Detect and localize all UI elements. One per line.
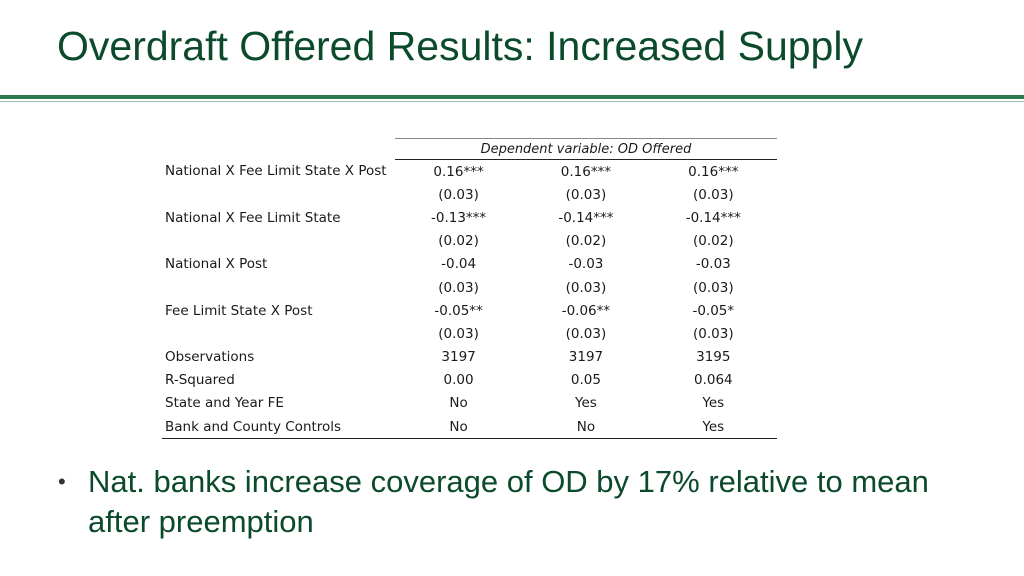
slide-title: Overdraft Offered Results: Increased Sup… bbox=[57, 23, 863, 69]
table-cell-col1: (0.02) bbox=[438, 233, 479, 250]
table-cell-col3: Yes bbox=[702, 395, 725, 412]
table-cell-col2: 3197 bbox=[568, 349, 604, 366]
header-blank-cell bbox=[162, 139, 395, 160]
bullet-marker: • bbox=[58, 469, 66, 494]
table-cell-col1: 0.00 bbox=[443, 372, 474, 389]
regression-table-body: Dependent variable: OD Offered National … bbox=[162, 138, 777, 440]
table-row: (0.02) (0.02) (0.02) bbox=[162, 230, 777, 253]
row-label: R-Squared bbox=[165, 372, 235, 389]
table-row: Bank and County Controls No No Yes bbox=[162, 415, 777, 440]
table-cell-col2: 0.16*** bbox=[560, 163, 612, 180]
table-cell-col1: 0.16*** bbox=[433, 163, 484, 180]
table-cell-col3: Yes bbox=[649, 415, 777, 440]
table-cell-col3: (0.02) bbox=[693, 233, 734, 250]
row-label: National X Post bbox=[165, 256, 268, 273]
table-row: National X Fee Limit State X Post 0.16***… bbox=[162, 160, 777, 184]
table-cell-col2: -0.14*** bbox=[558, 209, 614, 226]
table-cell-col1: -0.05** bbox=[434, 302, 483, 319]
table-cell-col1: No bbox=[394, 415, 523, 440]
table-cell-col3: (0.03) bbox=[693, 325, 734, 342]
table-cell-col1: (0.03) bbox=[438, 186, 479, 203]
table-row: National X Fee Limit State -0.13*** -0.14*… bbox=[162, 206, 777, 229]
table-cell-col3: (0.03) bbox=[693, 279, 734, 296]
row-label bbox=[162, 230, 395, 253]
table-row: State and Year FE No Yes Yes bbox=[162, 392, 777, 415]
row-label bbox=[162, 276, 395, 299]
dependent-variable-row: Dependent variable: OD Offered bbox=[162, 138, 777, 160]
table-cell-col2: (0.03) bbox=[565, 279, 607, 296]
table-row: R-Squared 0.00 0.05 0.064 bbox=[162, 369, 777, 392]
table-row: Observations 3197 3197 3195 bbox=[162, 346, 777, 369]
table-cell-col1: -0.04 bbox=[441, 256, 477, 273]
table-cell-col3: -0.03 bbox=[695, 256, 731, 273]
table-row: (0.03) (0.03) (0.03) bbox=[162, 183, 777, 206]
table-cell-col2: 0.05 bbox=[570, 372, 601, 389]
table-cell-col3: 0.16*** bbox=[688, 163, 739, 180]
table-cell-col3: 0.064 bbox=[693, 372, 733, 389]
table-cell-col2: No bbox=[522, 415, 650, 440]
table-row: (0.03) (0.03) (0.03) bbox=[162, 276, 777, 299]
regression-table-container: Dependent variable: OD Offered National … bbox=[162, 138, 777, 440]
row-label: Fee Limit State X Post bbox=[165, 302, 313, 319]
row-label: National X Fee Limit State bbox=[165, 209, 341, 226]
table-cell-col3: 3195 bbox=[696, 349, 731, 366]
table-cell-col3: (0.03) bbox=[693, 186, 734, 203]
title-divider bbox=[0, 95, 1024, 99]
table-cell-col2: -0.03 bbox=[568, 256, 604, 273]
table-row: (0.03) (0.03) (0.03) bbox=[162, 322, 777, 345]
table-cell-col1: (0.03) bbox=[438, 325, 479, 342]
table-cell-col2: Yes bbox=[575, 395, 597, 412]
table-row: National X Post -0.04 -0.03 -0.03 bbox=[162, 253, 777, 276]
row-label: State and Year FE bbox=[165, 395, 284, 412]
table-cell-col1: -0.13*** bbox=[430, 209, 487, 226]
row-label: National X Fee Limit State X Post bbox=[165, 163, 387, 180]
table-cell-col2: (0.03) bbox=[565, 325, 607, 342]
table-cell-col2: (0.02) bbox=[565, 233, 607, 250]
table-cell-col3: -0.05* bbox=[692, 302, 735, 319]
bullet-text: Nat. banks increase coverage of OD by 17… bbox=[88, 464, 929, 539]
bullet-point: • Nat. banks increase coverage of OD by … bbox=[58, 462, 958, 542]
table-cell-col1: (0.03) bbox=[438, 279, 479, 296]
table-cell-col1: No bbox=[449, 395, 468, 412]
title-divider-thin bbox=[0, 101, 1024, 102]
table-cell-col2: -0.06** bbox=[561, 302, 611, 319]
row-label bbox=[162, 183, 395, 206]
table-cell-col2: (0.03) bbox=[565, 186, 607, 203]
table-cell-col1: 3197 bbox=[441, 349, 476, 366]
row-label: Bank and County Controls bbox=[162, 415, 395, 440]
regression-table: Dependent variable: OD Offered National … bbox=[162, 138, 777, 440]
table-row: Fee Limit State X Post -0.05** -0.06** -0.0… bbox=[162, 299, 777, 322]
dependent-variable-header: Dependent variable: OD Offered bbox=[394, 138, 777, 160]
table-cell-col3: -0.14*** bbox=[685, 209, 741, 226]
row-label bbox=[162, 322, 395, 345]
row-label: Observations bbox=[165, 349, 255, 366]
